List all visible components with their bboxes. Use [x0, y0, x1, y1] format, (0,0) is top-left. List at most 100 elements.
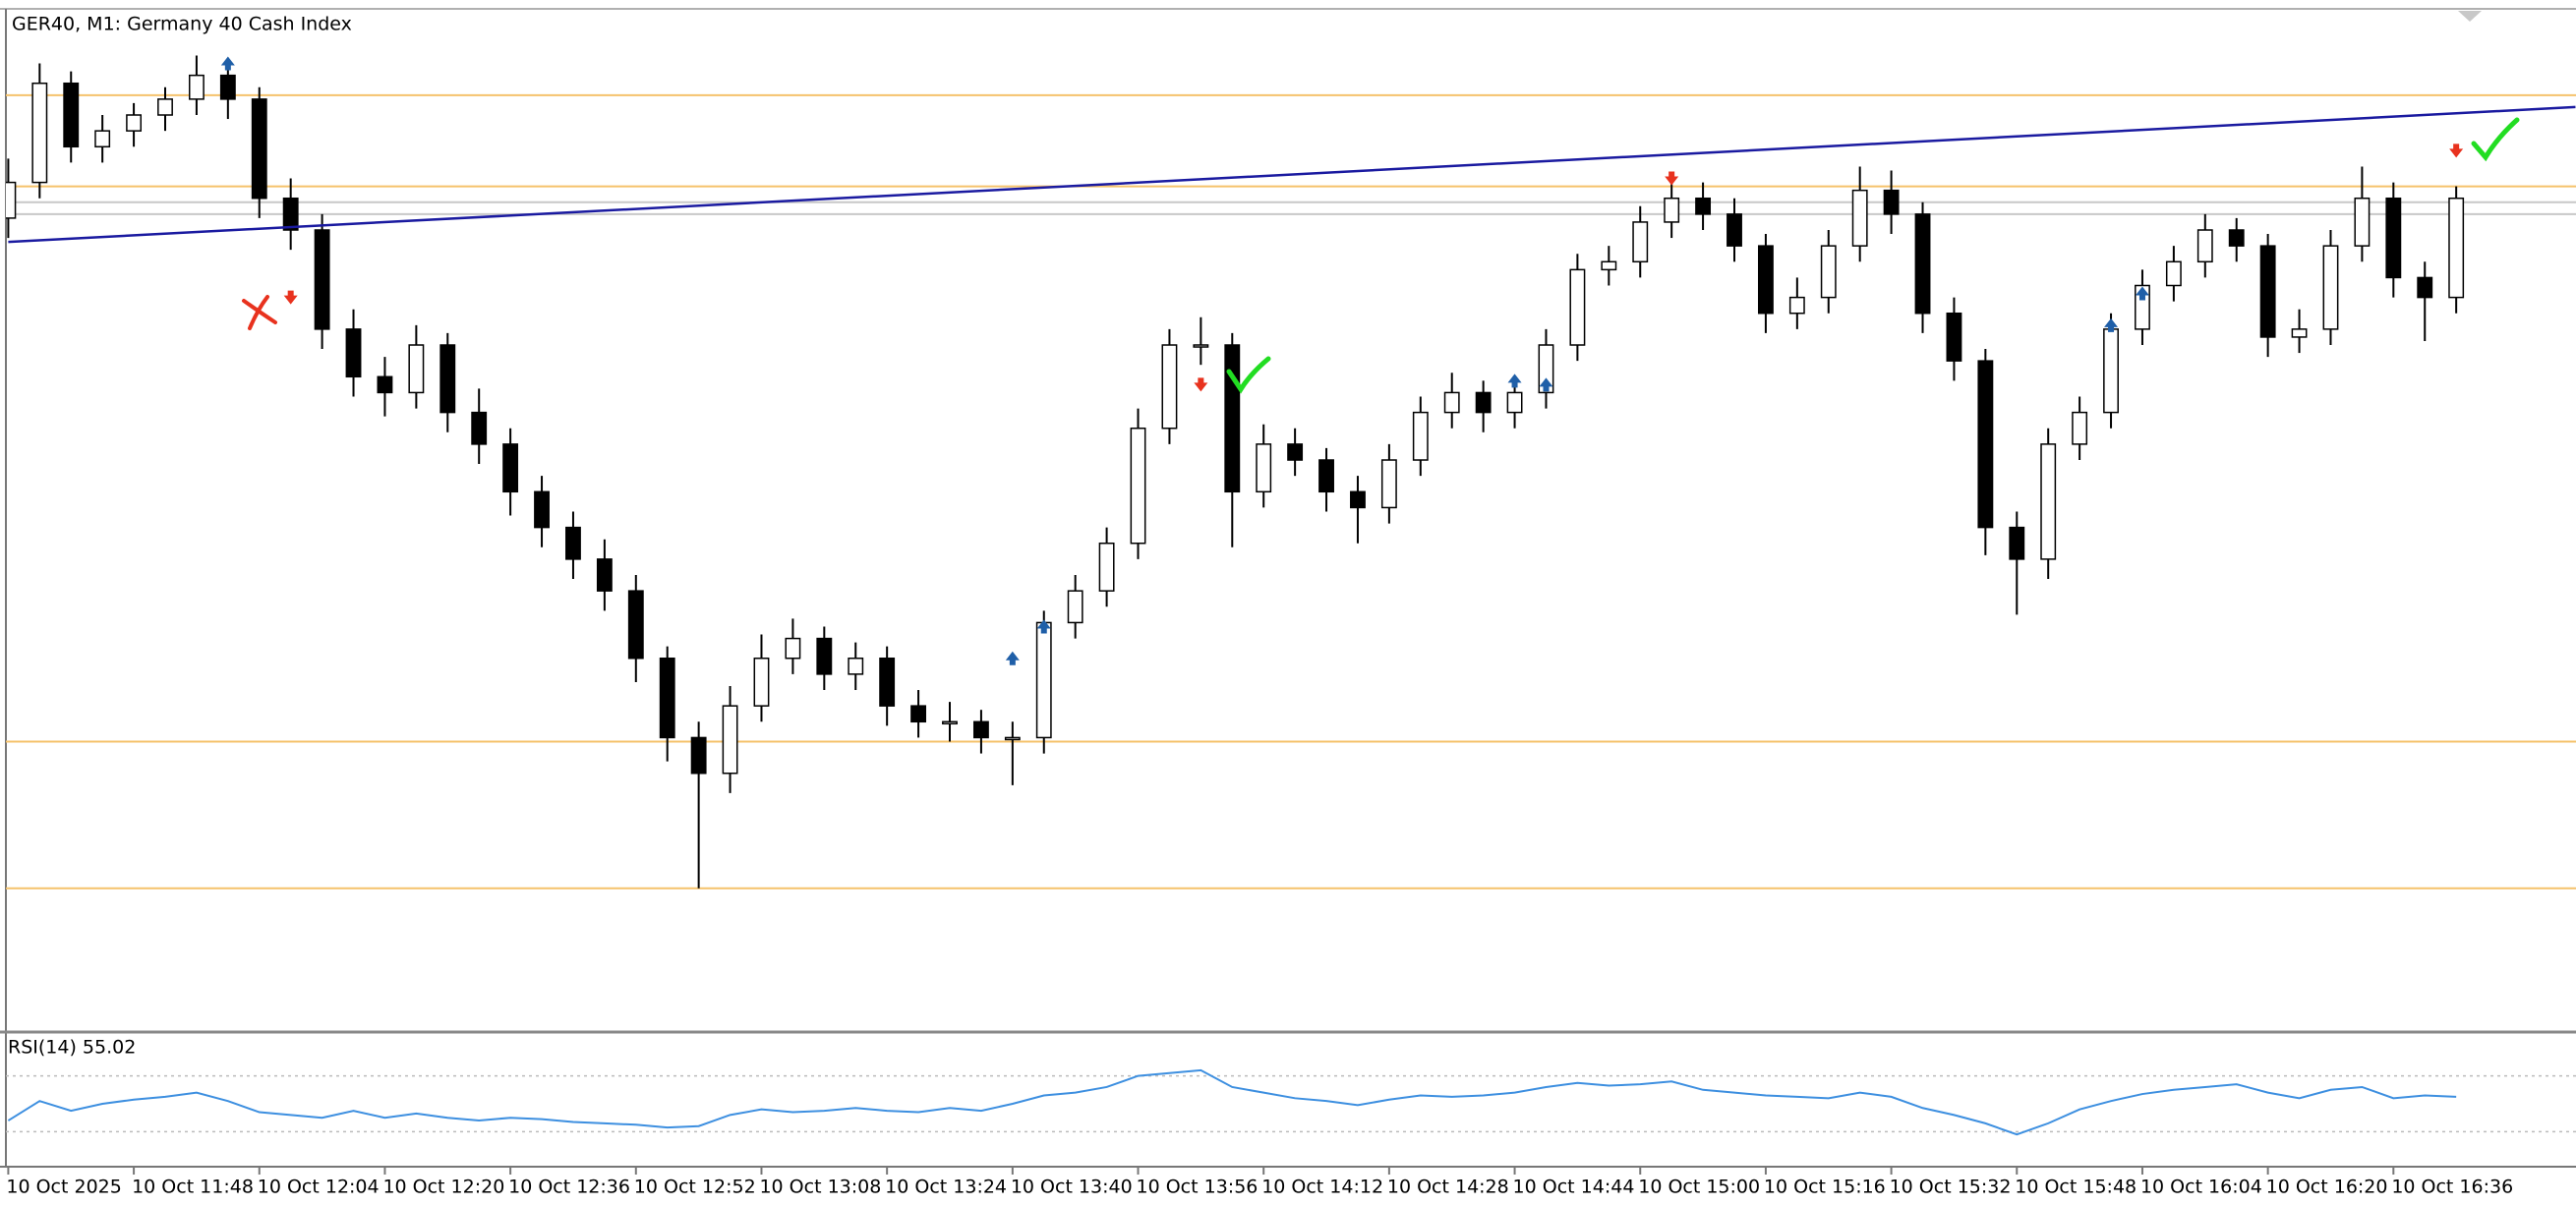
candle-body — [910, 705, 927, 723]
x-tick-label: 10 Oct 13:08 — [759, 1177, 881, 1198]
candle-body — [31, 82, 48, 184]
chart-title: GER40, M1: Germany 40 Cash Index — [12, 14, 352, 35]
candle-body — [408, 344, 425, 394]
candle-body — [2354, 197, 2371, 247]
sell-arrow — [283, 290, 298, 305]
x-tick-label: 10 Oct 15:16 — [1764, 1177, 1886, 1198]
win-check — [2471, 117, 2520, 162]
candle-body — [1632, 221, 1649, 263]
candle-body — [188, 74, 205, 100]
x-tick-label: 10 Oct 12:52 — [634, 1177, 756, 1198]
candle-body — [596, 558, 613, 592]
candle-body — [1946, 312, 1962, 362]
x-tick-label: 10 Oct 15:00 — [1638, 1177, 1760, 1198]
candle-body — [1601, 260, 1617, 271]
candle-body — [2417, 276, 2433, 299]
candle-body — [1287, 443, 1304, 461]
buy-arrow — [1005, 651, 1020, 665]
candle-body — [1977, 360, 1994, 529]
candle-body — [1035, 621, 1052, 739]
candle-body — [722, 705, 738, 775]
buy-arrow — [220, 56, 235, 71]
trend-line — [8, 105, 2576, 244]
candle-body — [534, 490, 550, 529]
candle-body — [439, 344, 456, 414]
candle-body — [1569, 268, 1586, 346]
x-tick-label: 10 Oct 14:28 — [1387, 1177, 1509, 1198]
candle-body — [1475, 391, 1492, 414]
candle-body — [1664, 197, 1680, 223]
x-tick-label: 10 Oct 13:40 — [1011, 1177, 1133, 1198]
candle-body — [627, 590, 644, 660]
candle-body — [2385, 197, 2402, 279]
candle-body — [2448, 197, 2465, 299]
candle-body — [1851, 189, 1868, 247]
x-tick-label: 10 Oct 15:32 — [1890, 1177, 2012, 1198]
buy-arrow — [1036, 619, 1051, 634]
candle-body — [1727, 213, 1742, 247]
candle-body — [1506, 391, 1523, 414]
candle-body — [157, 98, 173, 116]
candle-body — [1224, 344, 1241, 493]
candle-body — [2072, 411, 2088, 445]
candle-body — [1380, 459, 1397, 509]
candle-body — [282, 197, 299, 231]
candle-body — [345, 328, 362, 378]
candle-body — [785, 637, 801, 660]
loss-cross — [242, 295, 277, 330]
candle-body — [1193, 344, 1209, 348]
candle-body — [1350, 490, 1366, 509]
x-tick-label: 10 Oct 14:44 — [1513, 1177, 1635, 1198]
rsi-line — [7, 1068, 2457, 1136]
buy-arrow — [2104, 317, 2119, 332]
candle-body — [1443, 391, 1460, 414]
buy-arrow — [1507, 374, 1522, 388]
buy-arrow — [2135, 286, 2149, 301]
x-tick-label: 10 Oct 13:24 — [885, 1177, 1007, 1198]
candle-body — [753, 657, 770, 707]
candle-body — [690, 736, 707, 775]
candle-body — [1412, 411, 1429, 461]
candle-body — [1130, 427, 1146, 545]
rsi-title: RSI(14) 55.02 — [8, 1037, 136, 1059]
candle-body — [63, 82, 80, 148]
x-tick-label: 10 Oct 14:12 — [1261, 1177, 1383, 1198]
candle-body — [2322, 245, 2339, 330]
x-tick-label: 10 Oct 16:04 — [2140, 1177, 2262, 1198]
candle-body — [1788, 296, 1805, 315]
candle-body — [2196, 229, 2213, 263]
x-tick-label: 10 Oct 2025 — [6, 1177, 121, 1198]
sell-arrow — [2449, 144, 2464, 158]
candle-body — [1914, 213, 1931, 315]
x-tick-label: 10 Oct 12:04 — [258, 1177, 380, 1198]
candle-body — [1318, 459, 1334, 493]
x-tick-label: 10 Oct 12:36 — [508, 1177, 630, 1198]
sell-arrow — [1194, 377, 1208, 392]
candle-body — [816, 637, 833, 675]
x-tick-label: 10 Oct 16:36 — [2391, 1177, 2513, 1198]
candle-body — [502, 443, 519, 493]
candle-body — [1067, 590, 1083, 624]
candle-body — [1256, 443, 1272, 493]
candle-body — [2009, 526, 2025, 560]
candle-body — [219, 74, 236, 100]
candle-body — [314, 229, 330, 330]
x-tick-label: 10 Oct 12:20 — [382, 1177, 504, 1198]
candle-body — [2291, 328, 2308, 338]
candle-body — [848, 657, 864, 675]
candle-body — [251, 98, 267, 200]
candle-body — [879, 657, 896, 707]
candle-body — [377, 375, 393, 394]
buy-arrow — [1539, 377, 1553, 392]
candle-body — [659, 657, 675, 739]
collapse-arrow[interactable] — [2458, 11, 2482, 22]
candle-body — [1004, 736, 1021, 741]
x-tick-label: 10 Oct 16:20 — [2266, 1177, 2388, 1198]
price-panel — [6, 55, 2576, 890]
candle-body — [972, 720, 989, 739]
candle-body — [6, 181, 17, 219]
candle-body — [126, 114, 143, 132]
